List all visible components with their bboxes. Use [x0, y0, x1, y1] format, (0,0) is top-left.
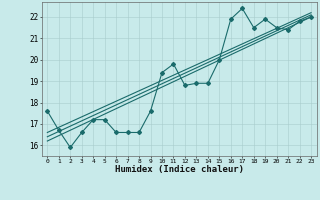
X-axis label: Humidex (Indice chaleur): Humidex (Indice chaleur) [115, 165, 244, 174]
